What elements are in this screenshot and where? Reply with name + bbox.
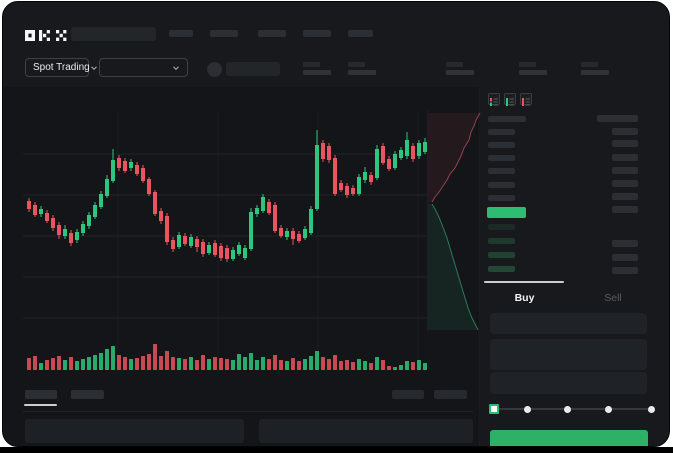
last-price-button[interactable]: [487, 207, 526, 218]
chart-region: [3, 87, 477, 446]
orderbook-asks-view-icon[interactable]: [520, 93, 532, 106]
orderbook-amount-cell[interactable]: [612, 180, 638, 187]
market-type-dropdown[interactable]: Spot Trading: [25, 58, 97, 77]
bottom-action-skeleton[interactable]: [434, 390, 467, 399]
nav-item-skeleton[interactable]: [258, 30, 286, 37]
orderbook-ask-row[interactable]: [488, 129, 515, 135]
stat-value-skeleton: [348, 70, 376, 75]
slider-step-dot[interactable]: [523, 405, 531, 413]
panel-divider: [477, 87, 478, 446]
slider-step-dot[interactable]: [563, 405, 571, 413]
stat-label-skeleton: [446, 62, 463, 67]
orderbook-ask-row[interactable]: [488, 168, 515, 174]
orderbook-amount-header-skeleton: [597, 115, 638, 122]
buy-cta-button[interactable]: [490, 430, 648, 446]
orderbook-price-header-skeleton: [488, 116, 526, 122]
stat-value-skeleton: [519, 70, 547, 75]
bottom-panel-skeleton: [259, 419, 473, 443]
orderbook-bids-view-icon[interactable]: [504, 93, 516, 106]
order-input-skeleton[interactable]: [490, 372, 647, 394]
orderbook-bid-row[interactable]: [488, 266, 515, 272]
stat-value-skeleton: [446, 70, 474, 75]
bottom-tab-skeleton[interactable]: [71, 390, 104, 399]
active-tab-underline: [24, 404, 57, 406]
stat-label-skeleton: [348, 62, 365, 67]
orderbook-ask-row[interactable]: [488, 142, 515, 148]
app-window: Spot Trading: [2, 1, 670, 447]
bottom-panel-skeleton: [25, 419, 244, 443]
orderbook-ask-row[interactable]: [488, 182, 515, 188]
coin-avatar[interactable]: [207, 62, 222, 77]
orderbook-amount-cell[interactable]: [612, 140, 638, 147]
stat-label-skeleton: [303, 62, 320, 67]
depth-chart: [427, 110, 482, 332]
orderbook-amount-cell[interactable]: [612, 128, 638, 135]
nav-item-skeleton[interactable]: [348, 30, 373, 37]
orderbook-amount-cell[interactable]: [612, 254, 638, 261]
orderbook-ask-row[interactable]: [488, 155, 515, 161]
pair-selector-dropdown[interactable]: [99, 58, 188, 77]
order-input-skeleton[interactable]: [490, 339, 647, 370]
order-input-skeleton[interactable]: [490, 313, 647, 334]
device-bezel: [0, 447, 673, 453]
amount-slider[interactable]: [481, 288, 661, 428]
slider-step-dot[interactable]: [647, 405, 655, 413]
stat-label-skeleton: [581, 62, 598, 67]
orderbook-bid-row[interactable]: [488, 238, 515, 244]
orderbook-amount-cell[interactable]: [612, 193, 638, 200]
okx-logo[interactable]: [25, 28, 67, 41]
slider-handle-active[interactable]: [489, 404, 499, 414]
header-search-skeleton[interactable]: [71, 27, 156, 41]
volume-layer: [27, 344, 427, 370]
orderbook-bid-row[interactable]: [488, 224, 515, 230]
orderbook-split-view-icon[interactable]: [488, 93, 500, 106]
nav-item-skeleton[interactable]: [303, 30, 331, 37]
stat-label-skeleton: [519, 62, 536, 67]
stat-value-skeleton: [581, 70, 609, 75]
orderbook-amount-cell[interactable]: [612, 167, 638, 174]
pair-name-skeleton: [226, 62, 280, 76]
bottom-divider: [23, 411, 473, 412]
bottom-tab-skeleton[interactable]: [25, 390, 57, 399]
trade-panel: Buy Sell: [481, 288, 661, 446]
orderbook-amount-cell[interactable]: [612, 267, 638, 274]
slider-track[interactable]: [494, 408, 651, 410]
candles-layer: [27, 130, 427, 262]
orderbook-bid-row[interactable]: [488, 252, 515, 258]
slider-step-dot[interactable]: [604, 405, 612, 413]
chevron-down-icon: [173, 65, 179, 70]
orderbook-amount-cell[interactable]: [612, 240, 638, 247]
tab-sell[interactable]: Sell: [604, 292, 622, 304]
market-type-label: Spot Trading: [33, 62, 90, 73]
order-book: [481, 88, 661, 288]
tab-buy[interactable]: Buy: [514, 292, 535, 304]
panel-resize-handle[interactable]: [484, 281, 564, 283]
stat-value-skeleton: [303, 70, 331, 75]
nav-item-skeleton[interactable]: [210, 30, 238, 37]
chevron-down-icon: [90, 65, 97, 70]
candlestick-chart[interactable]: [23, 110, 427, 380]
orderbook-amount-cell[interactable]: [612, 206, 638, 213]
orderbook-ask-row[interactable]: [488, 195, 515, 201]
orderbook-amount-cell[interactable]: [612, 154, 638, 161]
bottom-action-skeleton[interactable]: [392, 390, 424, 399]
grid-layer: [23, 110, 427, 372]
nav-item-skeleton[interactable]: [169, 30, 193, 37]
